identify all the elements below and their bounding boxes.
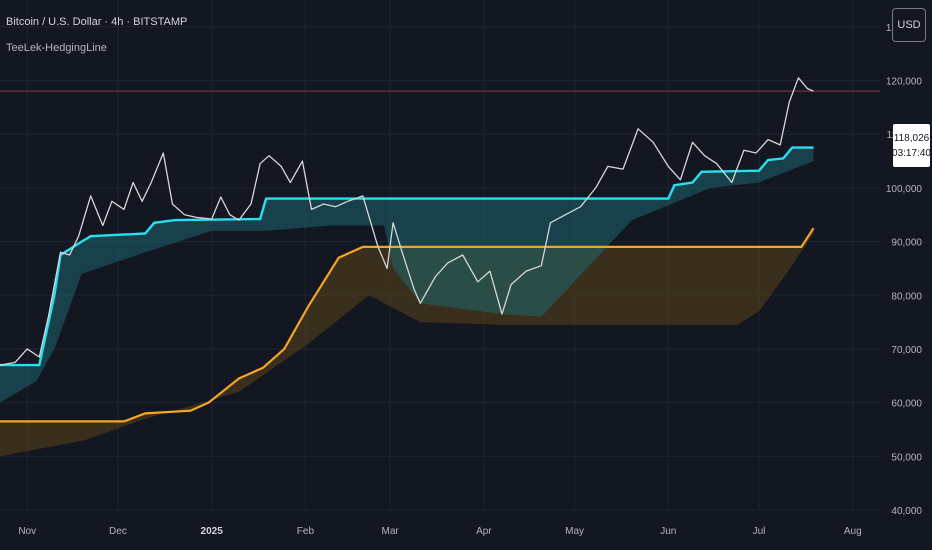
y-tick-label: 80,000 bbox=[891, 291, 922, 302]
x-tick-label: Jul bbox=[753, 526, 766, 537]
y-tick-label: 120,000 bbox=[886, 77, 923, 88]
current-price-value: 118,026 bbox=[893, 132, 930, 144]
y-tick-label: 60,000 bbox=[891, 399, 922, 410]
y-tick-label: 70,000 bbox=[891, 345, 922, 356]
current-price-tag: 118,026 03:17:40 bbox=[892, 124, 931, 167]
indicator-name[interactable]: TeeLek-HedgingLine bbox=[6, 42, 107, 54]
fast-line-fill bbox=[0, 147, 814, 403]
x-tick-label: Mar bbox=[381, 526, 399, 537]
x-tick-label: Dec bbox=[109, 526, 127, 537]
price-axis[interactable]: 40,000 50,000 60,000 70,000 80,000 90,000 100,… bbox=[886, 23, 923, 517]
price-line bbox=[0, 77, 814, 366]
x-tick-label: Aug bbox=[844, 526, 862, 537]
fast-hedging-line bbox=[0, 146, 814, 367]
x-tick-label: Nov bbox=[18, 526, 36, 537]
y-tick-label: 50,000 bbox=[891, 452, 922, 463]
x-tick-label: Apr bbox=[476, 526, 492, 537]
y-tick-label: 90,000 bbox=[891, 238, 922, 249]
y-tick-label: 100,000 bbox=[886, 184, 923, 195]
currency-button[interactable]: USD bbox=[892, 8, 926, 42]
symbol-title[interactable]: Bitcoin / U.S. Dollar · 4h · BITSTAMP bbox=[6, 16, 188, 28]
slow-hedging-line bbox=[0, 227, 815, 423]
slow-line-fill bbox=[0, 228, 814, 457]
y-tick-label: 40,000 bbox=[891, 506, 922, 517]
time-axis[interactable]: Nov Dec 2025 Feb Mar Apr May Jun Jul Aug bbox=[18, 526, 861, 537]
x-tick-label: Jun bbox=[660, 526, 676, 537]
bar-countdown: 03:17:40 bbox=[892, 147, 931, 159]
x-tick-label: May bbox=[565, 526, 584, 537]
x-tick-label: 2025 bbox=[201, 526, 224, 537]
x-tick-label: Feb bbox=[297, 526, 315, 537]
